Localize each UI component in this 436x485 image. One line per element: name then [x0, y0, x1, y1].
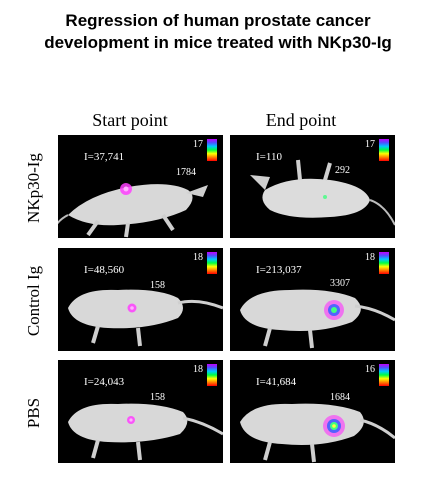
scale-min: 158: [150, 280, 165, 291]
color-scale-bar: [207, 252, 217, 274]
figure-title: Regression of human prostate cancer deve…: [0, 10, 436, 54]
color-scale-bar: [207, 139, 217, 161]
image-panel-control-end: I=213,037 18 3307: [230, 248, 395, 351]
title-line-2: development in mice treated with NKp30-I…: [44, 33, 392, 52]
scale-max: 17: [365, 139, 375, 150]
scale-min: 292: [335, 165, 350, 176]
mouse-image: [240, 403, 395, 463]
color-scale-bar: [379, 364, 389, 386]
row-label-nkp30: NKp30-Ig: [24, 152, 43, 223]
mouse-image: [68, 403, 223, 461]
scale-min: 1684: [330, 392, 350, 403]
row-label-control: Control Ig: [24, 265, 43, 336]
intensity-label: I=24,043: [84, 376, 125, 388]
color-scale-bar: [207, 364, 217, 386]
mouse-image: [68, 289, 223, 347]
scale-min: 1784: [176, 167, 196, 178]
mouse-image: [240, 289, 395, 349]
title-line-1: Regression of human prostate cancer: [65, 11, 371, 30]
intensity-label: I=110: [256, 151, 282, 163]
image-panel-nkp30-start: I=37,741 17 1784: [58, 135, 223, 238]
image-panel-control-start: I=48,560 18 158: [58, 248, 223, 351]
image-panel-pbs-end: I=41,684 16 1684: [230, 360, 395, 463]
mouse-image: [58, 183, 208, 238]
image-panel-nkp30-end: I=110 17 292: [230, 135, 395, 238]
image-panel-pbs-start: I=24,043 18 158: [58, 360, 223, 463]
scale-min: 158: [150, 392, 165, 403]
intensity-label: I=48,560: [84, 264, 125, 276]
column-label-end: End point: [265, 110, 337, 130]
scale-min: 3307: [330, 278, 350, 289]
intensity-label: I=37,741: [84, 151, 125, 163]
intensity-label: I=213,037: [256, 264, 302, 276]
column-label-start: Start point: [92, 110, 168, 130]
intensity-label: I=41,684: [256, 376, 297, 388]
color-scale-bar: [379, 139, 389, 161]
scale-max: 18: [193, 364, 203, 375]
mouse-image: [250, 159, 395, 226]
scale-max: 18: [365, 252, 375, 263]
scale-max: 18: [193, 252, 203, 263]
color-scale-bar: [379, 252, 389, 274]
scale-max: 16: [365, 364, 375, 375]
scale-max: 17: [193, 139, 203, 150]
row-label-pbs: PBS: [24, 397, 43, 428]
